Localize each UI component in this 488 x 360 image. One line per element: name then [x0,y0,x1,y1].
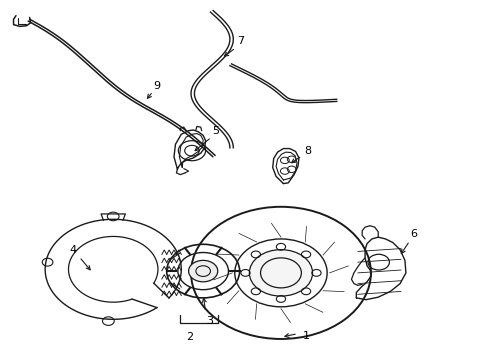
Text: 8: 8 [304,146,311,156]
Text: 5: 5 [211,126,218,136]
Text: 2: 2 [186,332,193,342]
Circle shape [249,249,312,296]
Circle shape [188,260,217,282]
Text: 4: 4 [70,245,77,255]
Text: 7: 7 [237,36,244,46]
Text: 6: 6 [409,229,416,239]
Text: 9: 9 [153,81,160,91]
Text: 1: 1 [303,332,309,342]
Text: 3: 3 [205,316,213,326]
